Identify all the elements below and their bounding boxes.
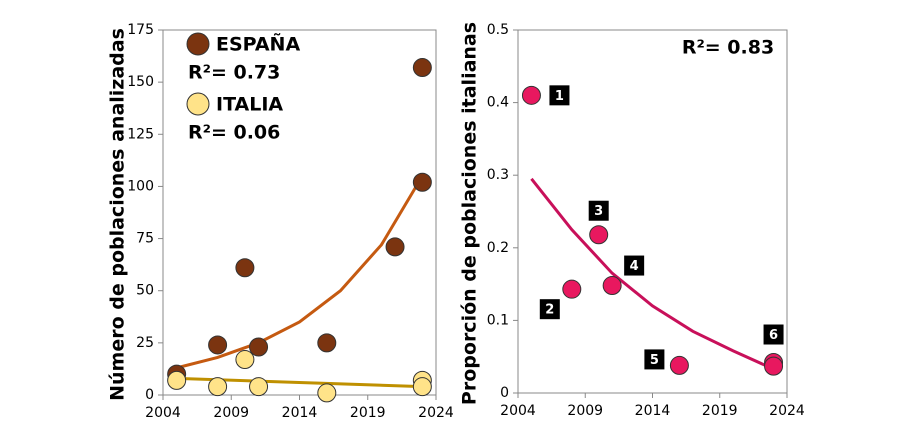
point (208, 377, 228, 397)
y-tick-label: 0.4 (487, 95, 509, 111)
x-tick-label: 2019 (350, 405, 386, 421)
point (412, 58, 432, 78)
point (235, 258, 255, 278)
legend-r2: R²= 0.73 (188, 62, 280, 84)
point (562, 279, 582, 299)
point-label: 3 (594, 204, 603, 219)
x-tick-label: 2014 (282, 405, 318, 421)
point-label-box (539, 299, 560, 320)
y-tick-label: 0 (145, 387, 154, 403)
point (167, 370, 187, 390)
point (412, 377, 432, 397)
plot-frame (162, 29, 437, 396)
y-tick-label: 0.5 (487, 22, 509, 38)
y-tick-label: 25 (136, 335, 154, 351)
y-tick-label: 0.2 (487, 240, 509, 256)
legend-label: ESPAÑA (216, 32, 300, 56)
point-label-box (549, 85, 570, 106)
x-tick-label: 2004 (500, 403, 536, 419)
x-tick-label: 2024 (769, 403, 805, 419)
point-label: 4 (630, 259, 639, 274)
y-tick-label: 0.3 (487, 167, 509, 183)
annotation: R²= 0.83 (682, 37, 774, 59)
point-label: 5 (650, 353, 659, 368)
legend-marker (186, 32, 210, 56)
point (249, 377, 269, 397)
y-tick-label: 0.1 (487, 312, 509, 328)
point (317, 383, 337, 403)
point-label-box (588, 200, 609, 221)
legend-r2: R²= 0.06 (188, 122, 280, 144)
legend-label: ITALIA (216, 94, 283, 116)
x-tick-label: 2009 (567, 403, 603, 419)
point-label-box (763, 324, 784, 345)
trend-line (530, 177, 775, 371)
x-tick-label: 2019 (702, 403, 738, 419)
x-tick-label: 2009 (213, 405, 249, 421)
point (317, 333, 337, 353)
y-tick-label: 50 (136, 283, 154, 299)
y-tick-label: 100 (127, 178, 154, 194)
point-label: 6 (769, 328, 778, 343)
point (412, 172, 432, 192)
y-tick-label: 150 (127, 74, 154, 90)
point (521, 85, 541, 105)
point (249, 337, 269, 357)
y-tick-label: 125 (127, 126, 154, 142)
point (602, 276, 622, 296)
y-axis-title: Proporción de poblaciones italianas (459, 22, 481, 405)
point (235, 350, 255, 370)
y-tick-label: 75 (136, 231, 154, 247)
trend-line (176, 175, 424, 370)
x-tick-label: 2014 (635, 403, 671, 419)
point-label: 2 (545, 303, 554, 318)
point (385, 237, 405, 257)
y-tick-label: 0 (500, 385, 509, 401)
point-label-box (644, 349, 665, 370)
x-tick-label: 2024 (418, 405, 454, 421)
y-axis-title: Número de poblaciones analizadas (107, 28, 129, 401)
y-tick-label: 175 (127, 22, 154, 38)
x-tick-label: 2004 (145, 405, 181, 421)
point (208, 335, 228, 355)
point (669, 355, 689, 375)
legend-marker (186, 92, 210, 116)
point (764, 356, 784, 376)
point-label-box (624, 255, 645, 276)
point-label: 1 (555, 89, 564, 104)
point (589, 225, 609, 245)
